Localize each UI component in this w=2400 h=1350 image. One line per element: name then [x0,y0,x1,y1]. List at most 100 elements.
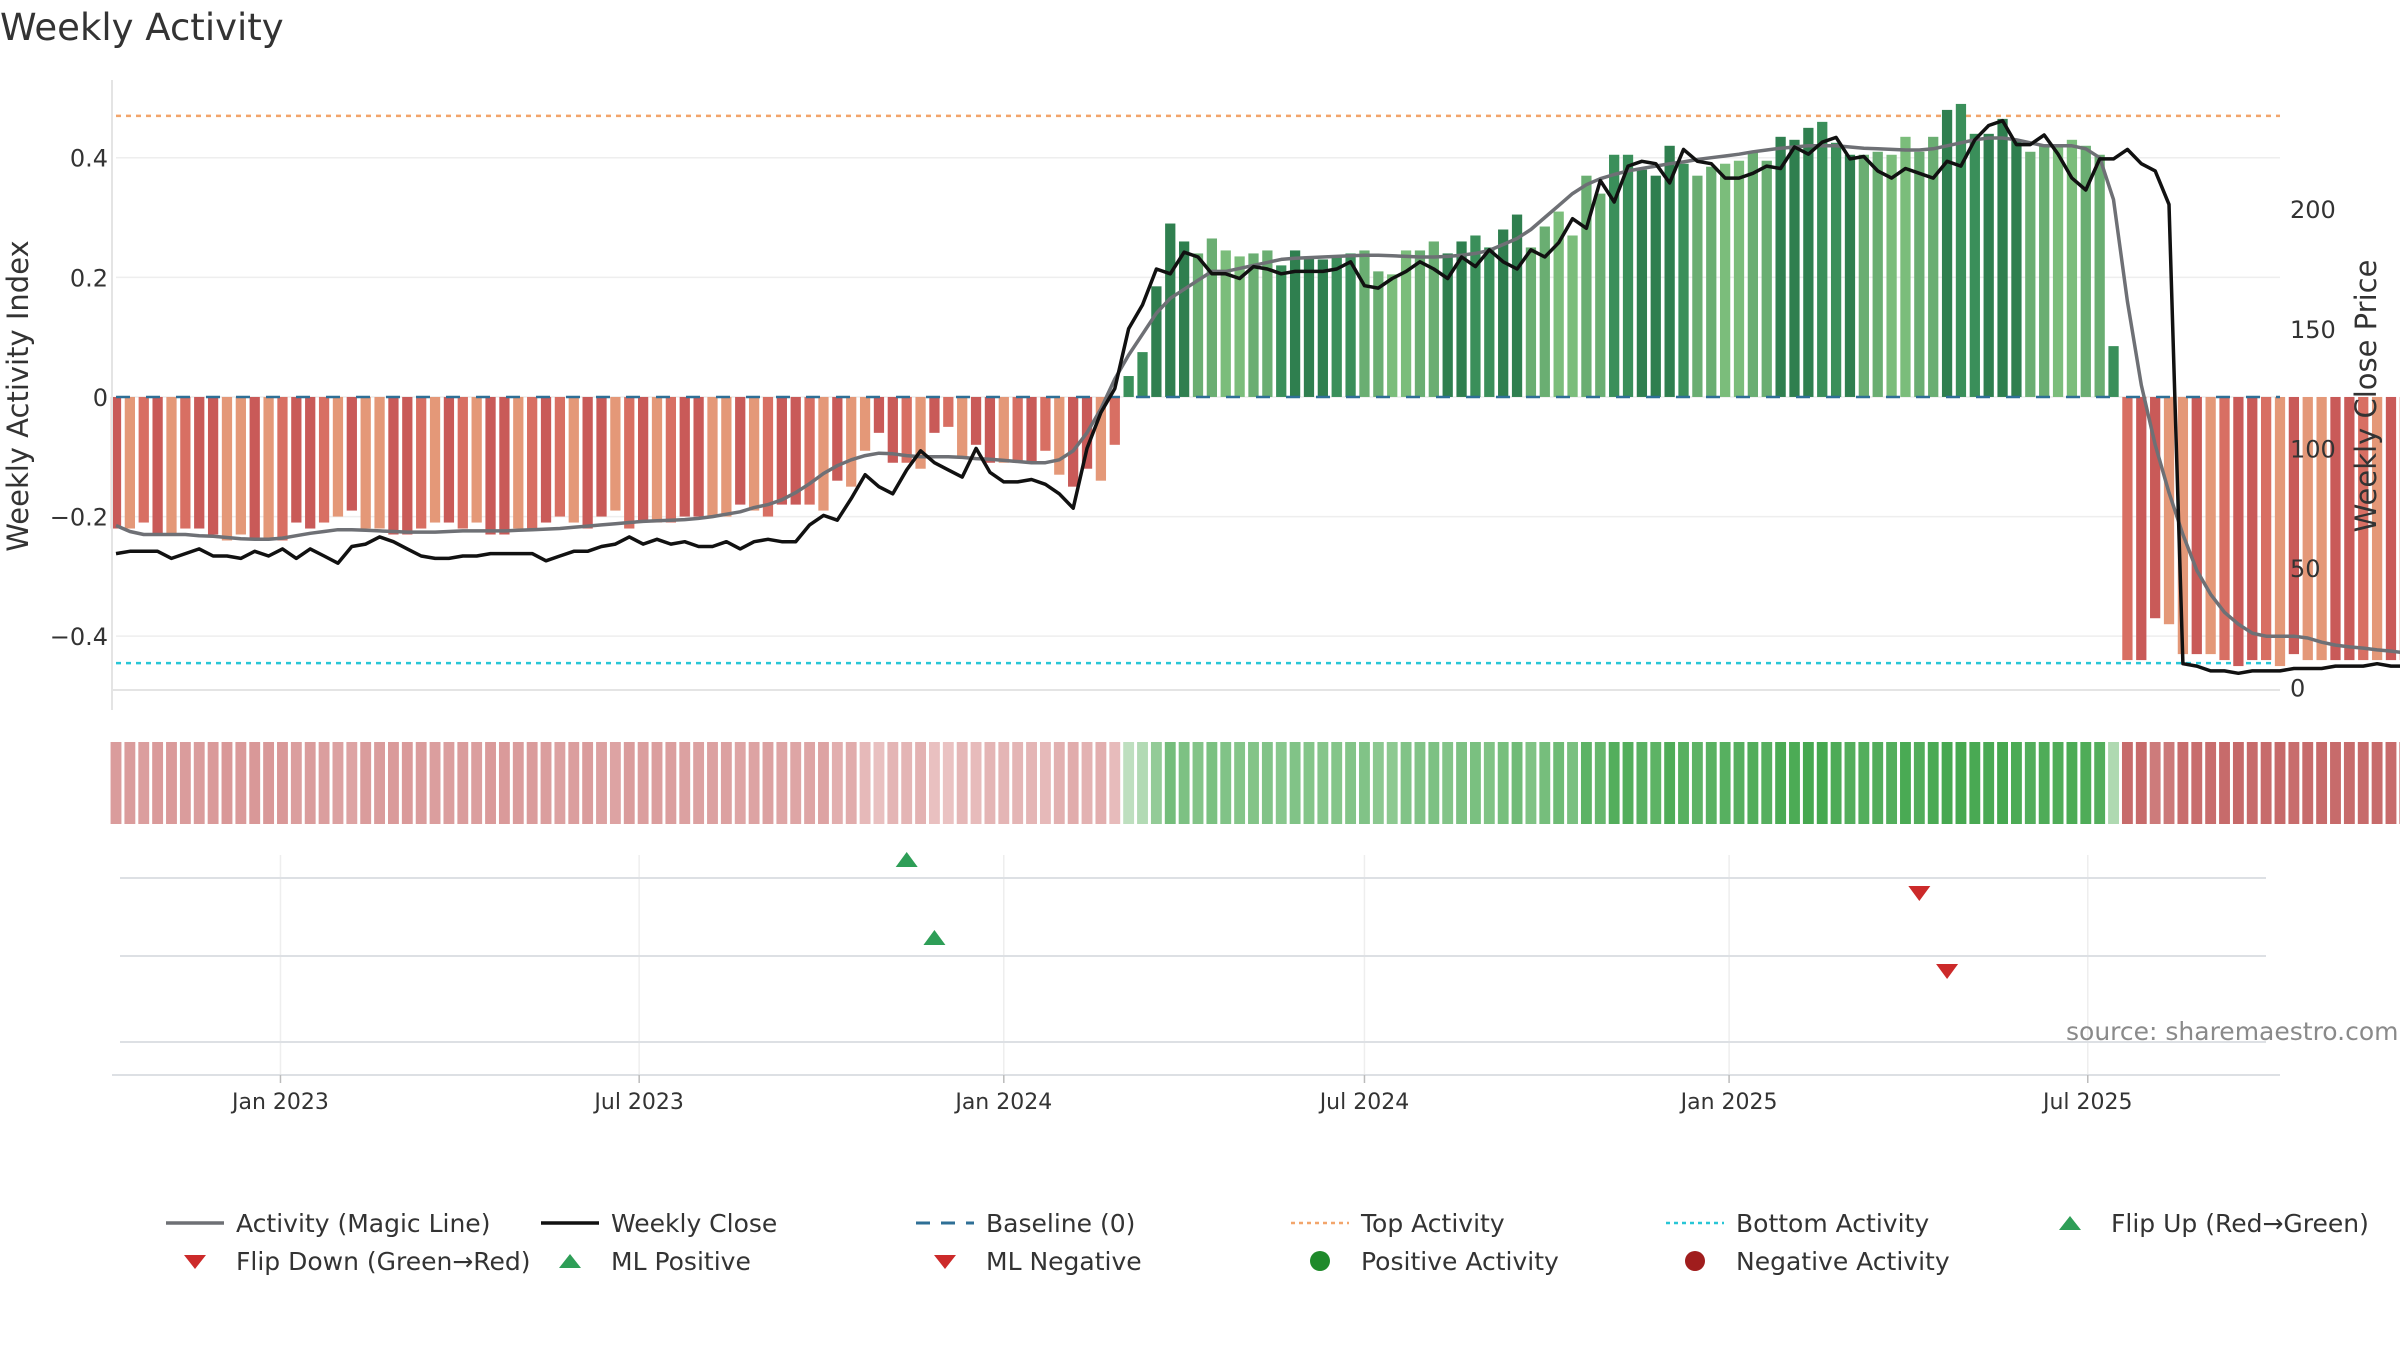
activity-bar [1068,396,1079,487]
strip-cell [235,742,247,824]
x-tick-label: Jan 2025 [1679,1090,1778,1115]
activity-bar [318,396,330,523]
strip-cell [2094,742,2106,824]
circle-green-icon [1310,1251,1330,1271]
activity-bar [2385,396,2397,661]
weekly-close-series [115,118,2400,676]
activity-bar [2122,396,2133,661]
strip-cell [1594,742,1606,824]
marker-up-triangle [895,852,918,867]
activity-bar [1498,229,1509,397]
activity-bar [2039,145,2050,397]
activity-bar [1165,223,1176,397]
y-right-tick-label: 200 [2290,196,2336,224]
strip-cell [873,742,885,824]
strip-cell [915,742,926,824]
activity-bar [1040,396,1051,451]
activity-bar [1650,175,1661,397]
activity-bar [1636,169,1648,397]
activity-bar [1414,250,1426,397]
strip-cell [1622,742,1634,824]
strip-cell [360,742,372,824]
strip-cell [637,742,649,824]
y-left-tick-label: 0.2 [70,264,108,292]
strip-cell [707,742,718,824]
strip-cell [679,742,691,824]
strip-cell [2121,742,2133,824]
strip-cell [1497,742,1509,824]
activity-bar [901,396,912,463]
strip-cell [1317,742,1329,824]
activity-bar [1289,250,1301,397]
activity-bar [2136,396,2147,661]
strip-cell [554,742,566,824]
strip-cell [776,742,788,824]
legend-item: ML Positive [535,1243,751,1279]
activity-bar [2205,396,2216,655]
activity-bar [2094,154,2105,397]
activity-bar [2358,396,2369,661]
activity-bar [2011,139,2022,397]
strip-cell [304,742,316,824]
activity-bar [1844,154,1856,397]
strip-cell [887,742,899,824]
triangle-down-red-icon [934,1255,956,1269]
activity-bar [374,396,385,529]
activity-bar [471,396,482,523]
activity-bar [2274,396,2286,667]
activity-bar [263,396,274,541]
strip-cell [1095,742,1107,824]
strip-cell [443,742,455,824]
activity-bar [1262,250,1273,397]
activity-bar [1692,175,1703,397]
activity-bar [1178,241,1190,397]
activity-bar [637,396,649,523]
y-left-tick-label: 0 [93,384,108,412]
activity-bar [1428,241,1439,397]
strip-cell [1705,742,1717,824]
strip-cell [498,742,510,824]
activity-bar [1400,250,1412,397]
activity-bar [1567,235,1578,397]
triangle-up-green-icon [559,1254,581,1268]
activity-bar [2247,396,2258,661]
strip-cell [1164,742,1176,824]
activity-bar [277,396,288,541]
circle-red-icon [1685,1251,1705,1271]
activity-bar [1220,250,1231,397]
activity-bar [138,396,149,523]
strip-cell [249,742,261,824]
activity-bar [207,396,219,535]
activity-bar [2371,396,2383,661]
x-axis: Jan 2023 Jul 2023 Jan 2024 Jul 2024 Jan 2025… [112,1074,2280,1115]
activity-bar [1123,376,1134,397]
strip-cell [1886,742,1898,824]
legend-item: Weekly Close [535,1205,777,1241]
legend-label: Activity (Magic Line) [236,1208,491,1238]
activity-bar [416,396,427,529]
strip-cell [1789,742,1800,824]
strip-cell [318,742,330,824]
strip-cell [138,742,150,824]
activity-bar [443,396,455,523]
strip-cell [1830,742,1842,824]
strip-cell [2232,742,2244,824]
activity-bar [957,396,968,457]
activity-bar [1719,163,1731,397]
strip-cell [429,742,441,824]
strip-cell [207,742,219,824]
strip-cell [1580,742,1592,824]
x-tick-label: Jan 2023 [230,1090,329,1115]
activity-bar [1830,142,1842,397]
activity-color-strip [110,742,2400,824]
strip-cell [332,742,344,824]
y-left-tick-label: 0.4 [70,145,108,173]
activity-bar [887,396,898,463]
strip-cell [1372,742,1384,824]
strip-cell [1664,742,1676,824]
legend-label: ML Negative [986,1246,1142,1276]
activity-bar [1900,136,1911,397]
activity-bar [1789,139,1800,397]
strip-cell [2052,742,2064,824]
activity-bar [1581,175,1592,397]
